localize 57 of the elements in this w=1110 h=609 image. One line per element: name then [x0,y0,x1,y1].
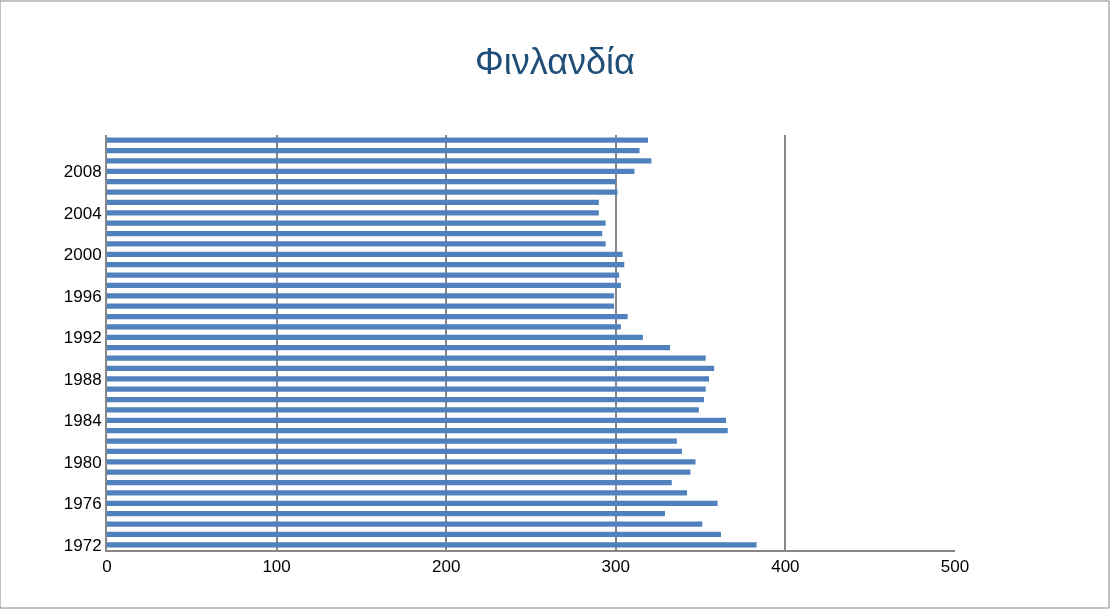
bar [107,479,672,486]
bar [107,137,649,143]
bar [107,500,718,506]
bar [107,396,704,403]
bar [107,438,677,444]
bar [107,199,599,206]
bar [107,417,727,423]
bar [107,282,621,289]
bar [107,147,640,154]
x-tick-label: 200 [432,557,461,577]
bar [107,376,710,382]
y-tick-label: 1992 [63,328,102,348]
bar [107,303,615,309]
bar [107,158,652,164]
y-tick-label: 2008 [63,162,102,182]
bar [107,469,691,475]
bar [107,262,625,268]
y-tick-label: 1976 [63,494,102,514]
bar [107,241,606,247]
bar [107,334,643,340]
bar [107,179,616,185]
chart-title: Φινλανδία [475,40,635,82]
y-tick-label: 1988 [63,369,102,389]
x-tick-label: 300 [601,557,630,577]
bar [107,428,728,434]
y-tick-label: 2000 [63,245,102,265]
bar [107,230,603,237]
bar [107,490,688,496]
y-tick-label: 1972 [63,535,102,555]
bar [107,189,618,195]
bar [107,531,721,538]
bar [107,272,620,278]
y-tick-label: 1996 [63,286,102,306]
bar [107,448,682,455]
bar [107,542,757,548]
bar [107,407,699,413]
bar [107,511,665,517]
x-tick-label: 100 [262,557,291,577]
bar [107,324,621,330]
bar [107,251,623,257]
bar [107,355,706,361]
bar [107,210,599,216]
bar [107,168,635,174]
bar [107,345,671,351]
bar [107,365,715,372]
bar [107,220,606,226]
y-tick-label: 2004 [63,203,102,223]
x-tick-label: 500 [940,557,970,577]
x-tick-label: 400 [771,557,800,577]
bar [107,293,615,299]
bar [107,313,628,320]
bar [107,386,706,392]
x-tick-label: 0 [102,557,112,577]
y-tick-label: 1980 [63,452,102,472]
y-tick-label: 1984 [63,411,102,431]
bar [107,459,696,465]
bar [107,521,703,527]
